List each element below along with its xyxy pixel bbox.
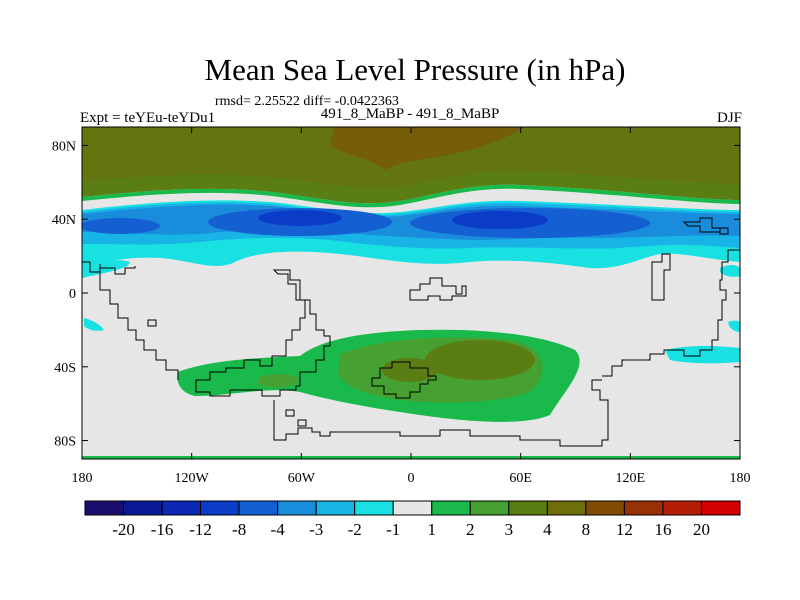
coastline-asia: [651, 253, 671, 301]
colorbar-swatch: [546, 500, 587, 516]
lat-tick-label: 80N: [52, 139, 76, 154]
colorbar-label: 16: [654, 520, 671, 539]
colorbar-label: 8: [582, 520, 591, 539]
colorbar-swatch: [161, 500, 202, 516]
coastline-south-america: [195, 269, 331, 397]
colorbar-swatch: [392, 500, 433, 516]
cyan-patch-east2: [728, 320, 740, 332]
lon-tick-label: 180: [730, 471, 751, 486]
lon-tick-label: 180: [72, 471, 93, 486]
colorbar-label: 2: [466, 520, 475, 539]
coastline-africa: [409, 277, 467, 301]
coastline-island-4: [719, 227, 729, 235]
coastline-australia: [602, 249, 740, 377]
colorbar-label: 12: [616, 520, 633, 539]
south-high-4: [425, 340, 535, 380]
colorbar: -20 -16 -12 -8 -4 -3 -2 -1 1 2 3 4 8 12 16 20: [84, 500, 741, 539]
lat-tick-label: 80S: [54, 435, 76, 450]
coastline-south-africa: [371, 361, 437, 399]
colorbar-label: 20: [693, 520, 710, 539]
coastline-island-3: [297, 419, 307, 427]
colorbar-label: -20: [112, 520, 135, 539]
colorbar-label: -4: [271, 520, 286, 539]
colorbar-swatch: [277, 500, 317, 516]
plot-title: Mean Sea Level Pressure (in hPa): [204, 52, 626, 87]
colorbar-swatch: [623, 500, 664, 516]
cyan-patch-east3: [720, 265, 740, 277]
cyan-tongue-west: [82, 260, 130, 278]
colorbar-swatch: [700, 500, 741, 516]
south-high-4b: [382, 358, 438, 382]
lon-tick-label: 0: [408, 471, 415, 486]
colorbar-swatch: [431, 500, 471, 516]
lon-tick-label: 60W: [288, 471, 316, 486]
coastline-north-america: [82, 261, 136, 275]
north-band-2: [82, 184, 740, 208]
coastline-island-1: [147, 319, 157, 327]
lon-tick-label: 120E: [616, 471, 646, 486]
coastline-southern: [273, 379, 609, 447]
low-center-pacific: [82, 218, 160, 234]
case-label: 491_8_MaBP - 491_8_MaBP: [320, 106, 500, 122]
colorbar-swatch: [469, 500, 510, 516]
cyan-patch-east: [665, 346, 740, 364]
low-center-east-core: [452, 211, 548, 229]
colorbar-label: -12: [189, 520, 212, 539]
coastline-island-2: [285, 409, 295, 417]
colorbar-swatch: [354, 500, 394, 516]
season-label: DJF: [716, 110, 742, 126]
lat-tick-label: 40N: [52, 213, 76, 228]
coastlines: [82, 217, 740, 447]
lat-tick-label: 0: [69, 287, 76, 302]
south-high-3-west: [258, 373, 300, 388]
colorbar-label: 1: [428, 520, 437, 539]
colorbar-swatch: [585, 500, 625, 516]
colorbar-swatch: [238, 500, 279, 516]
lon-tick-label: 60E: [509, 471, 532, 486]
colorbar-swatch: [315, 500, 356, 516]
lat-tick-label: 40S: [54, 361, 76, 376]
colorbar-label: -8: [232, 520, 246, 539]
map-field: [82, 127, 740, 459]
colorbar-label: -2: [348, 520, 362, 539]
colorbar-swatch: [200, 500, 240, 516]
colorbar-label: -16: [151, 520, 174, 539]
coastline-central-america: [99, 264, 179, 380]
cyan-patch-pacific: [84, 318, 104, 331]
lon-tick-label: 120W: [175, 471, 210, 486]
colorbar-label: 4: [543, 520, 552, 539]
colorbar-label: -3: [309, 520, 323, 539]
experiment-label: Expt = teYEu-teYDu1: [80, 110, 216, 126]
map-axes: 80N 40N 0 40S 80S 180 120W 60W 0 60E 120E 180: [52, 127, 751, 486]
colorbar-swatch: [84, 500, 125, 516]
colorbar-swatch: [662, 500, 702, 516]
low-center-west-core: [258, 210, 342, 226]
colorbar-swatch: [123, 500, 163, 516]
colorbar-swatch: [508, 500, 548, 516]
colorbar-label: 3: [505, 520, 514, 539]
colorbar-label: -1: [386, 520, 400, 539]
stats-line: rmsd= 2.25522 diff= -0.0422363: [215, 94, 399, 109]
north-band-dark: [82, 127, 740, 188]
